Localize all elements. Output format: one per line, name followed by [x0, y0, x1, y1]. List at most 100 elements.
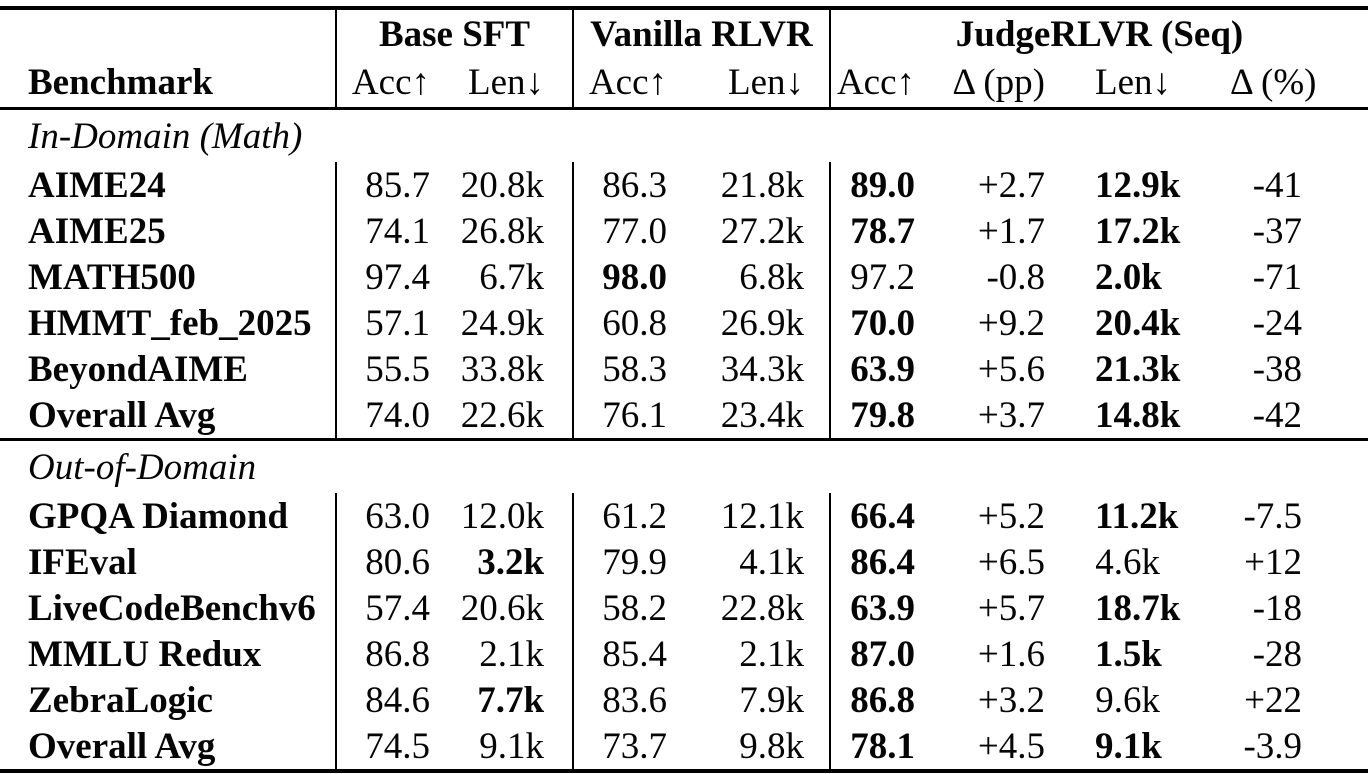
metric-cell: 80.6: [335, 539, 456, 585]
metric-cell: -24: [1252, 302, 1303, 344]
metric-cell: 9.1k: [1095, 725, 1162, 767]
metric-cell: 76.1: [572, 392, 696, 440]
col-header-acc-judge: Acc↑: [829, 58, 951, 110]
metric-cell: 70.0: [829, 300, 951, 346]
metric-cell: 11.2k: [1095, 495, 1179, 537]
benchmark-name: AIME24: [28, 164, 166, 206]
metric-cell: 2.1k: [479, 633, 545, 675]
section-row: In-Domain (Math): [0, 109, 1368, 163]
metric-cell: 26.9k: [720, 302, 805, 344]
metric-cell: +5.6: [977, 348, 1046, 390]
metric-cell: 4.1k: [739, 541, 805, 583]
metric-cell: -41: [1252, 164, 1303, 206]
metric-cell: -37: [1252, 210, 1303, 252]
benchmark-name: ZebraLogic: [28, 679, 213, 721]
metric-cell: -42: [1252, 394, 1303, 436]
col-header-delta-pp: Δ (pp): [950, 58, 1096, 110]
metric-cell: 20.4k: [1095, 302, 1181, 344]
benchmark-row: Overall Avg 74.5 9.1k 73.7 9.8k 78.1 +4.5 9.1k -…: [0, 723, 1368, 771]
metric-cell: -28: [1252, 633, 1303, 675]
col-header-len-base: Len↓: [456, 58, 574, 110]
benchmark-row: Overall Avg 74.0 22.6k 76.1 23.4k 79.8 +3.7 14.…: [0, 392, 1368, 440]
metric-cell: 58.2: [572, 585, 696, 631]
metric-cell: 33.8k: [460, 348, 545, 390]
metric-cell: 6.8k: [739, 256, 805, 298]
benchmark-name: Overall Avg: [28, 394, 216, 436]
benchmark-row: LiveCodeBenchv6 57.4 20.6k 58.2 22.8k 63.9 +5.…: [0, 585, 1368, 631]
metric-cell: 2.1k: [739, 633, 805, 675]
metric-cell: -71: [1252, 256, 1303, 298]
metric-cell: -7.5: [1243, 495, 1303, 537]
section-label: Out-of-Domain: [0, 438, 1368, 493]
col-header-acc-base: Acc↑: [335, 58, 456, 110]
benchmark-name: AIME25: [28, 210, 166, 252]
metric-cell: -18: [1252, 587, 1303, 629]
metric-cell: 60.8: [572, 300, 696, 346]
metric-cell: -0.8: [986, 256, 1046, 298]
benchmark-row: MMLU Redux 86.8 2.1k 85.4 2.1k 87.0 +1.6 1.5k -2…: [0, 631, 1368, 677]
metric-cell: 78.7: [829, 208, 951, 254]
group-header-vanilla-rlvr: Vanilla RLVR: [572, 8, 831, 58]
metric-cell: 63.9: [829, 585, 951, 631]
col-header-len-judge: Len↓: [1095, 58, 1231, 110]
group-header-judgerlvr-seq: JudgeRLVR (Seq): [829, 8, 1368, 58]
section-label: In-Domain (Math): [28, 115, 303, 157]
metric-cell: 12.0k: [460, 495, 545, 537]
metric-cell: 98.0: [572, 254, 696, 300]
metric-cell: 83.6: [572, 677, 696, 723]
metric-cell: 58.3: [572, 346, 696, 392]
metric-cell: +12: [1244, 541, 1303, 583]
metric-cell: 57.1: [335, 300, 456, 346]
metric-cell: 2.0k: [1095, 256, 1162, 298]
benchmark-row: AIME25 74.1 26.8k 77.0 27.2k 78.7 +1.7 17.2k -37: [0, 208, 1368, 254]
benchmark-row: IFEval 80.6 3.2k 79.9 4.1k 86.4 +6.5 4.6k +12: [0, 539, 1368, 585]
metric-cell: +1.7: [977, 210, 1046, 252]
benchmark-name: BeyondAIME: [28, 348, 248, 390]
metric-cell: 22.8k: [720, 587, 805, 629]
metric-cell: 86.4: [829, 539, 951, 585]
metric-cell: +5.2: [977, 495, 1046, 537]
benchmark-name: MATH500: [28, 256, 196, 298]
benchmark-name: Overall Avg: [28, 725, 216, 767]
metric-cell: +4.5: [977, 725, 1046, 767]
metric-cell: 27.2k: [720, 210, 805, 252]
col-header-len-vanilla: Len↓: [695, 58, 831, 110]
metric-cell: 85.4: [572, 631, 696, 677]
benchmark-row: MATH500 97.4 6.7k 98.0 6.8k 97.2 -0.8 2.0k -71: [0, 254, 1368, 300]
metric-cell: 74.0: [335, 392, 456, 440]
metric-cell: 21.3k: [1095, 348, 1181, 390]
metric-cell: 73.7: [572, 723, 696, 771]
group-header-spacer: [0, 8, 336, 58]
metric-cell: -38: [1252, 348, 1303, 390]
metric-cell: 7.7k: [477, 679, 545, 721]
metric-cell: 7.9k: [739, 679, 805, 721]
metric-cell: 97.2: [829, 254, 951, 300]
benchmark-name: LiveCodeBenchv6: [28, 587, 316, 629]
metric-cell: +9.2: [977, 302, 1046, 344]
metric-cell: +3.7: [977, 394, 1046, 436]
metric-cell: 14.8k: [1095, 394, 1181, 436]
metric-cell: 1.5k: [1095, 633, 1162, 675]
benchmark-row: GPQA Diamond 63.0 12.0k 61.2 12.1k 66.4 +5.2 11…: [0, 493, 1368, 539]
group-header-row: Base SFT Vanilla RLVR JudgeRLVR (Seq): [0, 8, 1368, 58]
results-table: Base SFT Vanilla RLVR JudgeRLVR (Seq) Be…: [0, 6, 1368, 773]
metric-cell: 24.9k: [460, 302, 545, 344]
metric-cell: +2.7: [977, 164, 1046, 206]
metric-cell: 9.1k: [479, 725, 545, 767]
metric-cell: 79.8: [829, 392, 951, 440]
metric-cell: 87.0: [829, 631, 951, 677]
metric-cell: +3.2: [977, 679, 1046, 721]
metric-cell: 20.8k: [460, 164, 545, 206]
col-header-delta-pct: Δ (%): [1230, 58, 1368, 110]
metric-cell: 85.7: [335, 162, 456, 208]
metric-cell: 34.3k: [720, 348, 805, 390]
metric-cell: 22.6k: [460, 394, 545, 436]
benchmark-row: HMMT_feb_2025 57.1 24.9k 60.8 26.9k 70.0 +9.2 2…: [0, 300, 1368, 346]
metric-cell: 55.5: [335, 346, 456, 392]
column-header-row: Benchmark Acc↑ Len↓ Acc↑ Len↓ Acc↑ Δ (pp…: [0, 58, 1368, 110]
metric-cell: -3.9: [1243, 725, 1303, 767]
benchmark-column-header: Benchmark: [0, 58, 336, 110]
metric-cell: +6.5: [977, 541, 1046, 583]
metric-cell: 26.8k: [460, 210, 545, 252]
